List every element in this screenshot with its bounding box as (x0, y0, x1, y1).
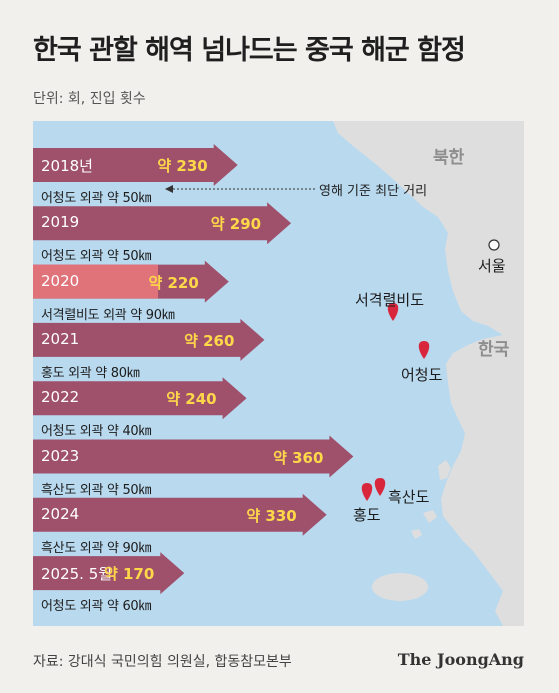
bar-distance-label: 어청도 외곽 약 50㎞ (41, 191, 152, 206)
bar-value-label: 약 330 (246, 506, 297, 525)
seoul-marker (488, 239, 500, 251)
label-north-korea: 북한 (433, 148, 465, 168)
bar-category-label: 2025. 5월 (41, 565, 113, 584)
bar-arrow-4 (33, 377, 247, 420)
bar-category-label: 2023 (41, 446, 80, 465)
marker-heuksan (374, 478, 386, 496)
label-seogyeok: 서격렬비도 (355, 291, 425, 309)
bar-category-label: 2022 (41, 388, 80, 407)
bar-value-label: 약 240 (166, 390, 217, 409)
land-island-south1 (423, 510, 437, 523)
bar-distance-label: 어청도 외곽 약 50㎞ (41, 249, 152, 265)
map-chart: 북한 한국 서울 서격렬비도 어청도 흑산도 홍도 영해 기준 최단 거리 20… (33, 121, 524, 626)
label-hong: 홍도 (353, 506, 381, 524)
shortest-note-arrow (165, 185, 316, 193)
bar-value-label: 약 220 (148, 273, 199, 292)
bar-distance-label: 어청도 외곽 약 60㎞ (41, 599, 152, 615)
land-jeju (372, 573, 428, 601)
source-note: 자료: 강대식 국민의힘 의원실, 합동참모본부 (33, 654, 292, 670)
page-title: 한국 관할 해역 넘나드는 중국 해군 함정 (33, 35, 466, 66)
bar-category-label: 2020 (41, 271, 80, 290)
bar-value-label: 약 260 (184, 331, 235, 350)
bar-value-label: 약 290 (210, 215, 262, 234)
land-island-south2 (411, 529, 422, 539)
bar-distance-label: 홍도 외곽 약 80㎞ (41, 365, 140, 381)
unit-note: 단위: 회, 진입 횟수 (33, 91, 146, 107)
marker-seogyeok (387, 303, 399, 321)
bar-arrow-1 (33, 202, 292, 245)
bar-value-label: 약 230 (157, 157, 208, 175)
land-island-ganghwa (451, 372, 463, 384)
marker-hong (361, 483, 373, 501)
bar-distance-label: 흑산도 외곽 약 90㎞ (41, 540, 152, 556)
land-south-korea (441, 335, 524, 626)
bar-value-label: 약 170 (103, 565, 155, 584)
brand-logo: The JoongAng (397, 650, 524, 669)
marker-eocheong (418, 341, 430, 359)
label-south-korea: 한국 (478, 340, 510, 360)
bar-arrow-6 (33, 493, 327, 536)
bar-value-label: 약 360 (273, 448, 324, 467)
bar-category-label: 2019 (41, 213, 80, 232)
bar-category-label: 2024 (41, 504, 80, 523)
bar-category-label: 2021 (41, 329, 80, 348)
label-heuksan: 흑산도 (388, 488, 430, 506)
label-seoul: 서울 (478, 257, 506, 275)
shortest-note: 영해 기준 최단 거리 (319, 184, 428, 199)
bar-distance-label: 서격렬비도 외곽 약 90㎞ (41, 307, 175, 323)
bar-highlight-2 (33, 264, 158, 299)
bar-distance-label: 흑산도 외곽 약 50㎞ (41, 482, 152, 498)
bar-distance-label: 어청도 외곽 약 40㎞ (41, 424, 152, 440)
bar-category-label: 2018년 (41, 157, 93, 175)
bar-arrow-5 (33, 435, 354, 478)
label-eocheong: 어청도 (401, 366, 443, 384)
map-svg (33, 121, 524, 626)
bar-group (33, 144, 354, 595)
bar-arrow-3 (33, 318, 265, 361)
land-north-korea (333, 121, 524, 336)
bar-arrow-7 (33, 552, 185, 595)
bar-arrow-0 (33, 144, 238, 186)
land-coast-west (438, 460, 451, 480)
